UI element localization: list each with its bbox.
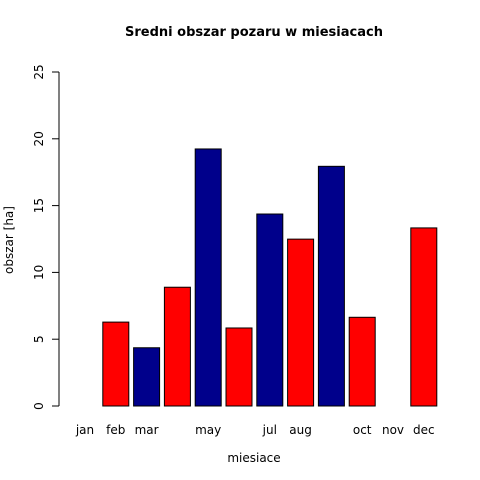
x-tick-label: may (195, 423, 221, 437)
bar-mar (133, 347, 161, 407)
y-tick-label: 15 (32, 198, 46, 213)
x-tick-label: feb (106, 423, 125, 437)
bar-may (194, 148, 222, 407)
x-tick-label: nov (382, 423, 404, 437)
y-tick-label: 0 (32, 402, 46, 410)
bar-sep (317, 165, 345, 407)
x-tick-label: dec (413, 423, 435, 437)
x-tick-label: oct (353, 423, 372, 437)
y-axis: 0 5 10 15 20 25 (32, 64, 60, 410)
bar-oct (348, 316, 376, 407)
bar-feb (102, 321, 130, 407)
x-tick-label: jan (75, 423, 94, 437)
x-tick-label: mar (135, 423, 159, 437)
y-tick-label: 25 (32, 64, 46, 79)
x-tick-label: aug (289, 423, 312, 437)
bar-jun (225, 327, 253, 407)
bar-apr (163, 286, 191, 407)
chart-title: Sredni obszar pozaru w miesiacach (125, 25, 383, 40)
x-axis-tick-labels: jan feb mar may jul aug oct nov dec (75, 423, 435, 437)
y-tick-label: 10 (32, 265, 46, 280)
bars (102, 148, 438, 407)
y-tick-label: 5 (32, 335, 46, 343)
bar-dec (410, 227, 438, 407)
x-tick-label: jul (262, 423, 277, 437)
bar-aug (287, 238, 315, 407)
y-axis-label: obszar [ha] (2, 206, 16, 274)
y-tick-label: 20 (32, 131, 46, 146)
x-axis-label: miesiace (227, 451, 280, 465)
bar-jul (256, 213, 284, 407)
